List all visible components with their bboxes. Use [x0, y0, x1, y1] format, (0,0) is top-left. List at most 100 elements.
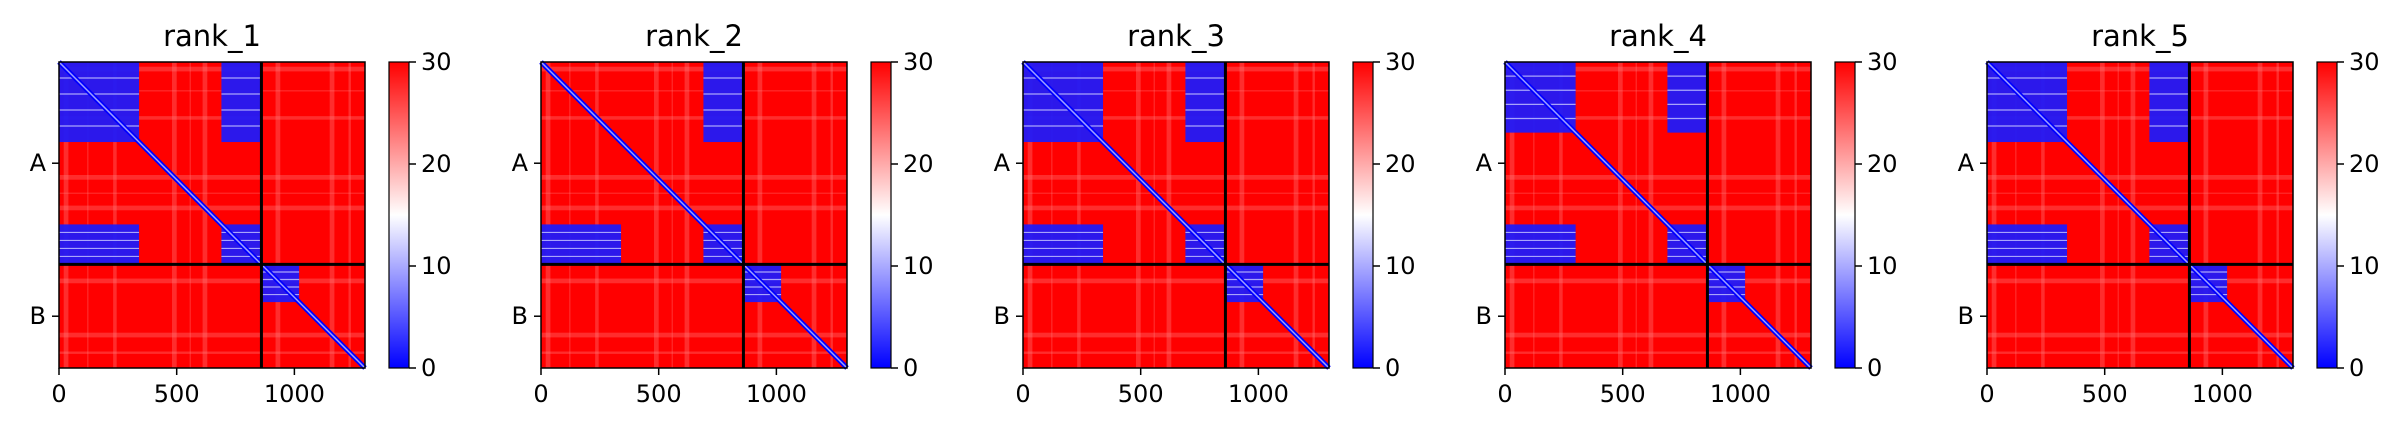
heatmap-panel-3 [1021, 60, 1374, 370]
colorbar-tick-label: 10 [1385, 252, 1416, 280]
x-tick-label: 500 [1118, 380, 1164, 408]
heatmap-stripe-h [541, 174, 847, 180]
colorbar-tick-label: 20 [903, 150, 934, 178]
heatmap-stripe-v [1166, 62, 1172, 368]
heatmap-panel-1 [57, 60, 410, 370]
heatmap-stripe-v [545, 62, 551, 368]
heatmap-stripe-h [1987, 174, 2293, 180]
colorbar-tick-label: 30 [903, 48, 934, 76]
colorbar [1835, 62, 1855, 368]
colorbar-tick-label: 0 [1867, 354, 1882, 382]
heatmap-stripe-h [1505, 332, 1811, 338]
heatmap-stripe-h [59, 174, 365, 180]
heatmap-stripe-h [541, 332, 847, 338]
heatmap-stripe-h [1505, 90, 1811, 92]
heatmap-stripe-v [2117, 62, 2119, 368]
heatmap-panel-2 [539, 60, 892, 370]
colorbar-tick-label: 30 [1385, 48, 1416, 76]
heatmap-stripe-v [1051, 62, 1053, 368]
colorbar-frame [388, 61, 410, 369]
colorbar [2317, 62, 2337, 368]
panel-title: rank_4 [1609, 19, 1707, 53]
heatmap-stripe-v [595, 62, 599, 368]
heatmap-stripe-h [1023, 66, 1329, 72]
heatmap-stripe-v [684, 62, 690, 368]
x-tick-label: 0 [1979, 380, 1994, 408]
heatmap-stripe-v [1648, 62, 1654, 368]
heatmap-stripe-h [1987, 351, 2293, 354]
low-error-block [221, 62, 262, 143]
heatmap-stripe-v [63, 62, 69, 368]
colorbar [1353, 62, 1373, 368]
heatmap-stripe-h [1023, 278, 1329, 284]
heatmap-stripe-h [1023, 116, 1329, 120]
y-chain-label: A [994, 149, 1011, 177]
heatmap-stripe-v [1559, 62, 1563, 368]
heatmap-stripe-v [2015, 62, 2017, 368]
low-error-block [2149, 62, 2190, 143]
colorbar-tick-label: 30 [421, 48, 452, 76]
heatmap-stripe-h [59, 90, 365, 92]
x-tick-label: 0 [51, 380, 66, 408]
heatmap-stripe-v [1617, 62, 1623, 368]
y-chain-label: A [1958, 149, 1975, 177]
heatmap-stripe-h [59, 351, 365, 354]
heatmap-stripe-h [1505, 174, 1811, 180]
heatmap-stripe-h [1505, 192, 1811, 194]
heatmap-stripe-v [329, 62, 335, 368]
heatmap-stripe-v [2130, 62, 2136, 368]
y-chain-label: B [30, 302, 46, 330]
heatmap-stripe-h [1505, 278, 1811, 284]
colorbar-frame [870, 61, 892, 369]
colorbar-frame [1834, 61, 1856, 369]
heatmap-stripe-h [1023, 174, 1329, 180]
heatmap-stripe-h [59, 205, 365, 211]
heatmap-stripe-h [1505, 66, 1811, 72]
panel-title: rank_2 [645, 19, 743, 53]
heatmap-stripe-v [348, 62, 351, 368]
heatmap-stripe-v [1077, 62, 1081, 368]
x-tick-label: 500 [154, 380, 200, 408]
heatmap-stripe-v [569, 62, 571, 368]
colorbar-tick-label: 30 [1867, 48, 1898, 76]
heatmap-stripe-h [541, 116, 847, 120]
heatmap-stripe-h [59, 66, 365, 72]
x-tick-label: 1000 [264, 380, 325, 408]
heatmap-stripe-h [1505, 351, 1811, 354]
colorbar-tick-label: 0 [903, 354, 918, 382]
heatmap-stripe-v [2099, 62, 2105, 368]
heatmap-stripe-v [1153, 62, 1155, 368]
heatmap-stripe-h [1987, 116, 2293, 120]
heatmap-stripe-v [1027, 62, 1033, 368]
heatmap-stripe-v [113, 62, 117, 368]
diagonal-line-highlight [1986, 61, 2294, 369]
heatmap-stripe-v [1991, 62, 1997, 368]
heatmap-stripe-v [671, 62, 673, 368]
heatmap-stripe-v [757, 62, 763, 368]
heatmap-stripe-v [171, 62, 177, 368]
heatmap-stripe-h [541, 192, 847, 194]
y-chain-label: B [512, 302, 528, 330]
x-tick-label: 1000 [2192, 380, 2253, 408]
heatmap-stripe-v [1509, 62, 1515, 368]
heatmap-stripe-h [1023, 192, 1329, 194]
y-chain-label: B [1958, 302, 1974, 330]
colorbar-tick-label: 10 [1867, 252, 1898, 280]
heatmap-stripe-h [1023, 205, 1329, 211]
heatmap-stripe-h [1987, 332, 2293, 338]
diagonal-line-highlight [540, 61, 848, 369]
x-tick-label: 0 [1015, 380, 1030, 408]
heatmap-stripe-h [541, 66, 847, 72]
x-tick-label: 1000 [1710, 380, 1771, 408]
colorbar [871, 62, 891, 368]
colorbar-tick-label: 0 [1385, 354, 1400, 382]
colorbar-tick-label: 20 [1867, 150, 1898, 178]
plot-frame [1986, 61, 2294, 369]
low-error-block [1185, 62, 1226, 143]
y-chain-label: B [1476, 302, 1492, 330]
colorbar-tick-label: 10 [421, 252, 452, 280]
colorbar-frame [2316, 61, 2338, 369]
heatmap-panel-4 [1503, 60, 1856, 370]
heatmap-stripe-h [541, 205, 847, 211]
